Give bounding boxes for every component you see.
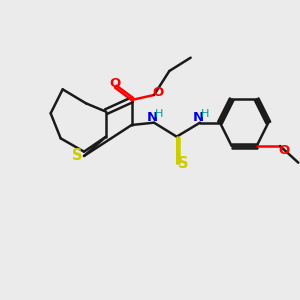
- Text: H: H: [155, 109, 163, 119]
- Text: O: O: [152, 85, 164, 98]
- Text: N: N: [146, 111, 158, 124]
- Text: O: O: [110, 77, 121, 90]
- Text: O: O: [278, 143, 290, 157]
- Text: N: N: [192, 111, 204, 124]
- Text: H: H: [201, 109, 209, 119]
- Text: S: S: [72, 148, 82, 164]
- Text: S: S: [178, 156, 189, 171]
